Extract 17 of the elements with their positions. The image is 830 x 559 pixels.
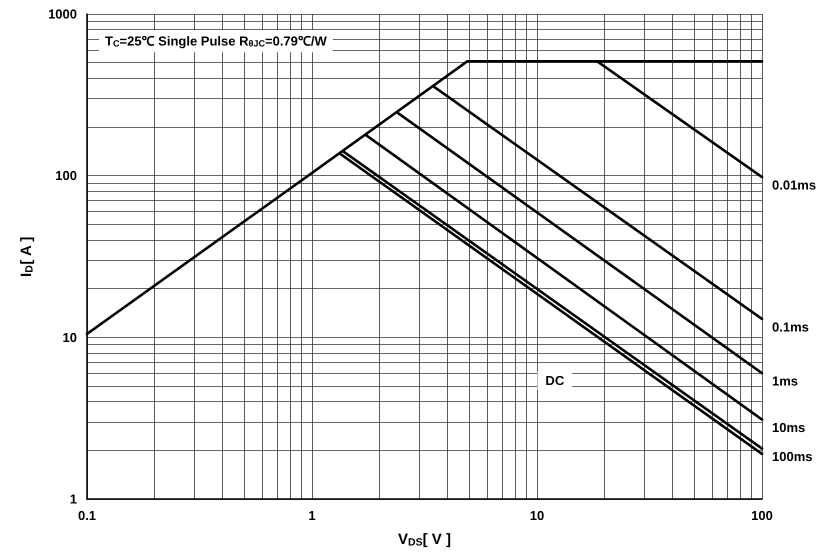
series-label: 0.1ms — [772, 319, 809, 334]
annotation: TC=25℃ Single Pulse RθJC=0.79℃/W — [105, 34, 328, 49]
y-tick-label: 1 — [70, 492, 77, 506]
series-label: 100ms — [772, 449, 812, 464]
y-tick-label: 1000 — [48, 6, 77, 22]
series-label: 1ms — [772, 374, 798, 389]
annotation: DC — [545, 373, 565, 388]
series-label: 10ms — [772, 420, 806, 436]
x-tick-label: 0.1 — [78, 508, 96, 523]
x-tick-label: 1 — [308, 508, 316, 523]
x-tick-label: 100 — [751, 508, 773, 523]
y-tick-label: 10 — [62, 330, 77, 345]
series-label: 0.01ms — [772, 178, 816, 193]
x-tick-label: 10 — [530, 508, 544, 523]
y-tick-label: 100 — [55, 168, 77, 184]
y-axis-title: ID[ A ] — [18, 236, 36, 277]
x-axis-title: VDS[ V ] — [398, 531, 451, 548]
